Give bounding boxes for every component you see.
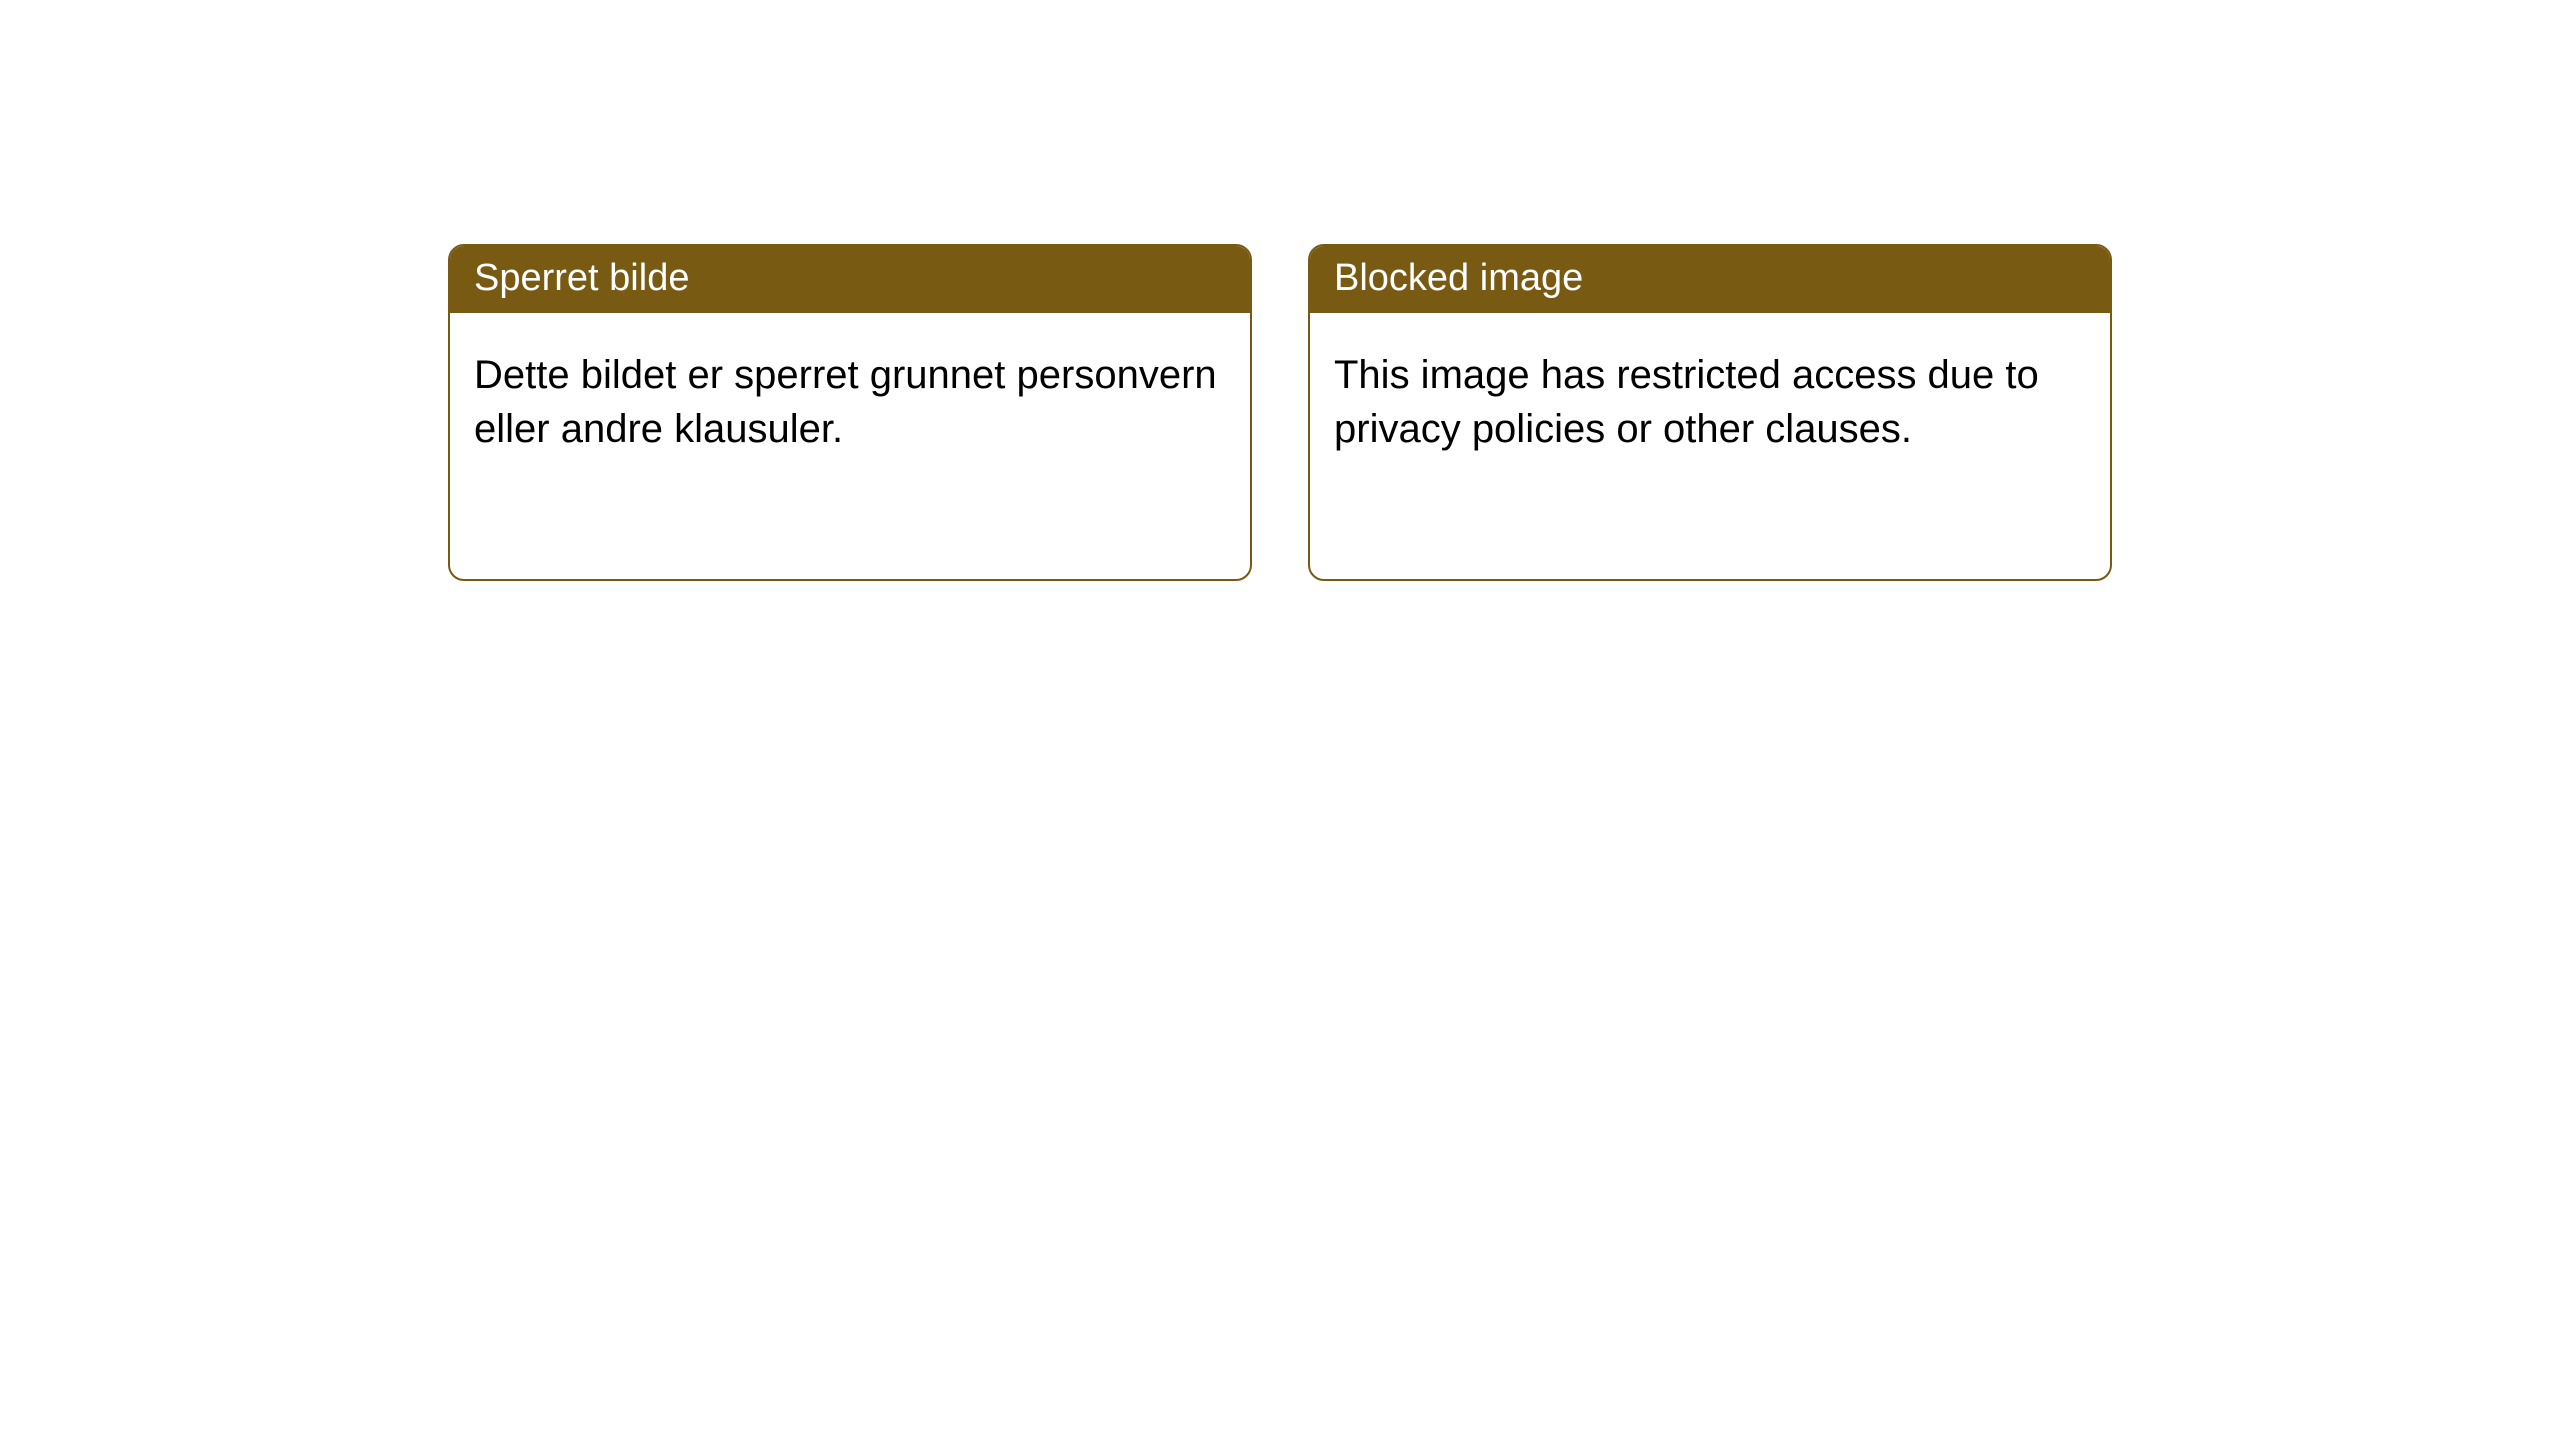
card-body: This image has restricted access due to …	[1310, 313, 2110, 479]
notice-container: Sperret bilde Dette bildet er sperret gr…	[0, 0, 2560, 581]
card-body-text: Dette bildet er sperret grunnet personve…	[474, 353, 1217, 450]
card-title: Sperret bilde	[474, 257, 689, 299]
card-body: Dette bildet er sperret grunnet personve…	[450, 313, 1250, 479]
card-body-text: This image has restricted access due to …	[1334, 353, 2039, 450]
card-title: Blocked image	[1334, 257, 1583, 299]
notice-card-english: Blocked image This image has restricted …	[1308, 244, 2112, 581]
notice-card-norwegian: Sperret bilde Dette bildet er sperret gr…	[448, 244, 1252, 581]
card-header: Blocked image	[1310, 246, 2110, 313]
card-header: Sperret bilde	[450, 246, 1250, 313]
